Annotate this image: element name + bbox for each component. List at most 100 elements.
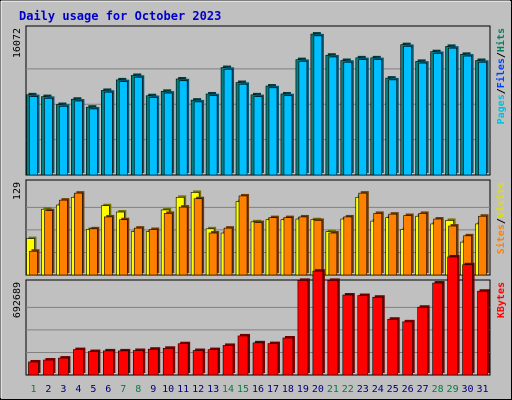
x-tick-label: 22	[342, 384, 354, 395]
bar-sites	[89, 228, 98, 276]
legend-text: Pages/Files/Hits	[495, 28, 507, 124]
bar-kbytes	[297, 280, 309, 376]
legend-entry: Pages	[496, 94, 507, 124]
bar-sites	[268, 217, 278, 276]
bar-files	[448, 47, 457, 176]
bar-kbytes	[372, 296, 384, 376]
legend-entry: KBytes	[496, 282, 507, 318]
bar-sites	[328, 232, 338, 276]
legend-entry: Visits	[495, 182, 507, 218]
legend-entry: Hits	[495, 28, 507, 52]
legend-entry: /	[496, 52, 507, 58]
bar-files	[133, 76, 143, 176]
y-max-label: 16072	[12, 28, 23, 58]
bar-files	[313, 35, 323, 176]
bar-sites	[193, 198, 203, 276]
x-tick-label: 15	[237, 384, 249, 395]
legend-kbytes: KBytes	[496, 282, 507, 318]
x-tick-label: 14	[222, 384, 234, 395]
bar-files	[298, 61, 308, 176]
x-tick-label: 7	[120, 384, 126, 395]
bar-kbytes	[357, 295, 369, 376]
bar-files	[343, 61, 353, 176]
bar-files	[253, 96, 263, 176]
y-max-label: 692689	[12, 282, 23, 318]
panel-kbytes: 692689 KBytes	[12, 254, 507, 376]
x-tick-label: 10	[162, 384, 174, 395]
x-tick-label: 8	[135, 384, 141, 395]
bar-files	[433, 53, 442, 176]
x-tick-label: 1	[30, 384, 36, 395]
bar-kbytes	[207, 349, 219, 376]
bar-kbytes	[342, 294, 354, 376]
bar-kbytes	[462, 264, 473, 376]
series-files	[29, 33, 489, 176]
bar-sites	[208, 232, 218, 276]
x-tick-label: 2	[45, 384, 51, 395]
bar-kbytes	[327, 280, 339, 376]
bar-kbytes	[162, 347, 174, 376]
legend-entry: Files	[495, 58, 507, 88]
bar-sites	[118, 219, 128, 276]
bar-sites	[59, 199, 68, 276]
bar-files	[463, 55, 472, 176]
x-tick-label: 3	[60, 384, 66, 395]
bar-files	[118, 81, 128, 176]
bar-sites	[44, 210, 53, 276]
x-tick-label: 26	[402, 384, 414, 395]
bar-files	[478, 61, 487, 176]
bar-files	[29, 96, 38, 176]
bar-kbytes	[267, 343, 279, 376]
x-tick-label: 9	[150, 384, 156, 395]
bar-kbytes	[252, 342, 264, 376]
bar-sites	[298, 216, 308, 276]
bar-kbytes	[117, 350, 129, 376]
bar-sites	[29, 250, 38, 276]
bar-sites	[343, 216, 353, 276]
bar-kbytes	[28, 361, 39, 376]
x-tick-label: 23	[357, 384, 369, 395]
bar-sites	[373, 213, 383, 276]
bar-kbytes	[88, 351, 99, 376]
x-tick-label: 27	[417, 384, 429, 395]
bar-files	[148, 97, 158, 176]
bar-kbytes	[237, 335, 249, 376]
bar-files	[328, 56, 338, 176]
bar-files	[373, 59, 383, 176]
bar-files	[44, 98, 53, 176]
x-tick-label: 11	[177, 384, 189, 395]
bar-files	[268, 87, 278, 176]
x-tick-label: 29	[447, 384, 459, 395]
bar-files	[104, 91, 113, 176]
bar-files	[223, 69, 233, 176]
x-tick-label: 31	[476, 384, 488, 395]
x-tick-label: 6	[105, 384, 111, 395]
x-tick-label: 12	[192, 384, 204, 395]
bar-sites	[403, 215, 412, 276]
panel-visits: 129 Sites/Visits	[12, 179, 507, 276]
x-tick-label: 17	[267, 384, 279, 395]
bar-sites	[223, 227, 233, 276]
bar-files	[418, 62, 427, 176]
series-kbytes	[28, 254, 490, 376]
bar-files	[163, 92, 173, 176]
bar-sites	[238, 195, 248, 276]
bar-files	[358, 59, 368, 176]
bar-files	[208, 95, 218, 176]
legend-text: KBytes	[496, 282, 507, 318]
x-tick-label: 28	[432, 384, 444, 395]
bar-files	[403, 46, 412, 176]
x-tick-label: 19	[297, 384, 309, 395]
x-tick-label: 21	[327, 384, 339, 395]
x-tick-label: 13	[207, 384, 219, 395]
bar-kbytes	[387, 318, 399, 376]
bar-sites	[178, 206, 188, 276]
series-sites	[29, 191, 489, 276]
x-tick-label: 4	[75, 384, 81, 395]
bar-sites	[163, 213, 173, 276]
bar-files	[178, 80, 188, 176]
x-tick-label: 18	[282, 384, 294, 395]
x-tick-label: 16	[252, 384, 264, 395]
